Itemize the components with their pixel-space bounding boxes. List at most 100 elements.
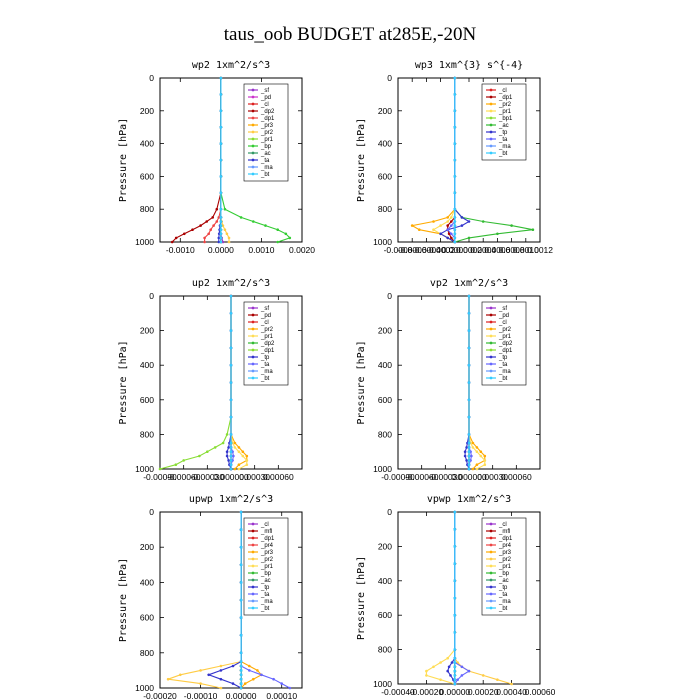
- data-point: [212, 224, 215, 227]
- legend-label: _cl: [260, 102, 269, 108]
- data-point: [227, 459, 230, 462]
- data-point: [199, 669, 202, 672]
- data-point: [239, 563, 243, 567]
- legend-marker: [251, 550, 255, 554]
- legend-label: _ac: [260, 151, 271, 157]
- data-point: [227, 446, 230, 449]
- legend-marker: [251, 306, 255, 310]
- data-point: [229, 467, 233, 471]
- x-tick-label: 0.000000: [213, 472, 249, 482]
- legend-label: _tp: [498, 585, 508, 591]
- y-tick-label: 1000: [135, 464, 154, 474]
- legend-marker: [251, 116, 255, 120]
- data-point: [465, 459, 468, 462]
- data-point: [248, 669, 251, 672]
- data-point: [229, 450, 233, 454]
- legend-marker: [489, 130, 493, 134]
- y-axis-label: Pressure [hPa]: [356, 556, 367, 640]
- legend-label: _pr1: [498, 334, 512, 340]
- data-point: [439, 661, 442, 664]
- data-point: [453, 669, 457, 673]
- legend-label: _bp: [498, 571, 510, 577]
- legend-marker: [251, 348, 255, 352]
- data-point: [229, 329, 233, 332]
- data-point: [453, 631, 457, 634]
- x-tick-label: 0.0008: [499, 245, 525, 255]
- legend-marker: [489, 592, 493, 596]
- x-tick-label: -0.00020: [410, 687, 444, 697]
- y-tick-label: 600: [140, 395, 154, 405]
- data-point: [231, 664, 235, 668]
- plot-frame: [159, 511, 303, 689]
- data-point: [219, 232, 223, 236]
- data-point: [425, 669, 428, 673]
- legend-label: _pr1: [498, 109, 512, 115]
- legend-marker: [251, 376, 255, 380]
- x-tick-label: 0.00060: [263, 472, 294, 482]
- data-point: [231, 682, 235, 685]
- data-point: [453, 545, 457, 548]
- data-point: [460, 665, 464, 669]
- data-point: [453, 109, 457, 113]
- data-point: [237, 450, 241, 454]
- chart-panel-wp3: wp3 1xm^{3} s^{-4} Pressure [hPa] 0 200 400 6…: [356, 60, 553, 255]
- data-point: [475, 450, 479, 454]
- data-point: [260, 673, 263, 677]
- legend-marker: [251, 165, 255, 169]
- data-point: [229, 415, 233, 419]
- legend-label: _tp: [260, 585, 270, 591]
- legend-label: _tp: [498, 355, 508, 361]
- panel-title: wp3 1xm^{3} s^{-4}: [415, 60, 523, 71]
- data-point: [239, 545, 243, 549]
- data-point: [221, 224, 225, 227]
- legend-marker: [251, 341, 255, 345]
- data-point: [450, 220, 453, 223]
- data-point: [219, 236, 223, 240]
- data-point: [467, 294, 471, 298]
- data-point: [229, 463, 233, 467]
- x-tick-label: 0.0012: [527, 245, 553, 255]
- legend-label: _dp1: [260, 348, 275, 354]
- data-point: [233, 446, 237, 449]
- data-point: [449, 674, 452, 677]
- data-point: [284, 232, 288, 236]
- legend-label: _ma: [498, 144, 511, 150]
- data-point: [205, 220, 208, 223]
- data-point: [467, 463, 471, 467]
- data-point: [229, 459, 233, 462]
- data-point: [467, 398, 471, 402]
- data-point: [229, 346, 233, 350]
- data-point: [453, 682, 457, 686]
- legend-marker: [251, 543, 255, 547]
- legend-label: _sf: [260, 88, 269, 94]
- data-point: [229, 433, 233, 436]
- legend-marker: [251, 529, 255, 533]
- x-tick-label: 0.0006: [484, 245, 510, 255]
- data-point: [467, 312, 471, 315]
- legend-marker: [489, 151, 493, 155]
- data-point: [229, 398, 233, 402]
- legend-marker: [251, 334, 255, 338]
- data-point: [241, 450, 245, 454]
- data-point: [467, 363, 471, 367]
- data-point: [229, 441, 233, 445]
- data-point: [219, 677, 223, 681]
- data-point: [467, 381, 471, 384]
- data-point: [207, 673, 210, 677]
- data-point: [179, 673, 182, 677]
- legend-marker: [489, 88, 493, 92]
- data-point: [453, 232, 457, 236]
- data-point: [206, 450, 209, 454]
- data-point: [229, 294, 233, 298]
- data-point: [219, 220, 223, 223]
- legend-marker: [251, 585, 255, 589]
- x-tick-label: -0.0010: [166, 245, 195, 255]
- legend-label: _sf: [260, 306, 269, 312]
- y-tick-label: 800: [378, 204, 392, 214]
- legend-marker: [489, 522, 493, 526]
- series-line-dp1: [159, 296, 232, 470]
- data-point: [199, 224, 202, 227]
- legend-marker: [489, 557, 493, 561]
- legend-marker: [489, 536, 493, 540]
- data-point: [453, 678, 457, 681]
